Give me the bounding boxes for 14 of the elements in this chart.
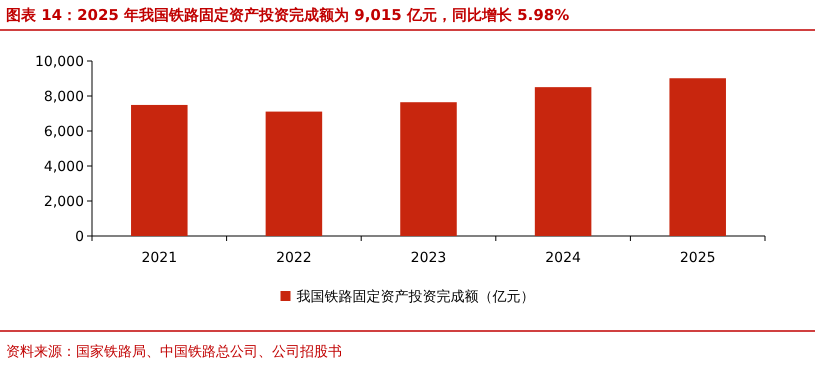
ytick: 8,000 [44, 89, 84, 105]
ytick: 10,000 [35, 54, 84, 70]
ytick: 4,000 [44, 159, 84, 175]
ytick: 6,000 [44, 124, 84, 140]
legend: 我国铁路固定资产投资完成额（亿元） [296, 289, 534, 305]
ytick: 0 [75, 229, 84, 245]
title: 图表 14：2025 年我国铁路固定资产投资完成额为 9,015 亿元，同比增长 5.98% [6, 6, 570, 24]
annotation: 资料来源：国家铁路局、中国铁路总公司、公司招股书 [6, 344, 342, 360]
ytick: 2,000 [44, 194, 84, 210]
xtick: 2023 [410, 250, 446, 266]
xtick: 2024 [545, 250, 581, 266]
xtick: 2022 [276, 250, 312, 266]
xtick: 2021 [141, 250, 178, 266]
xtick: 2025 [680, 250, 716, 266]
